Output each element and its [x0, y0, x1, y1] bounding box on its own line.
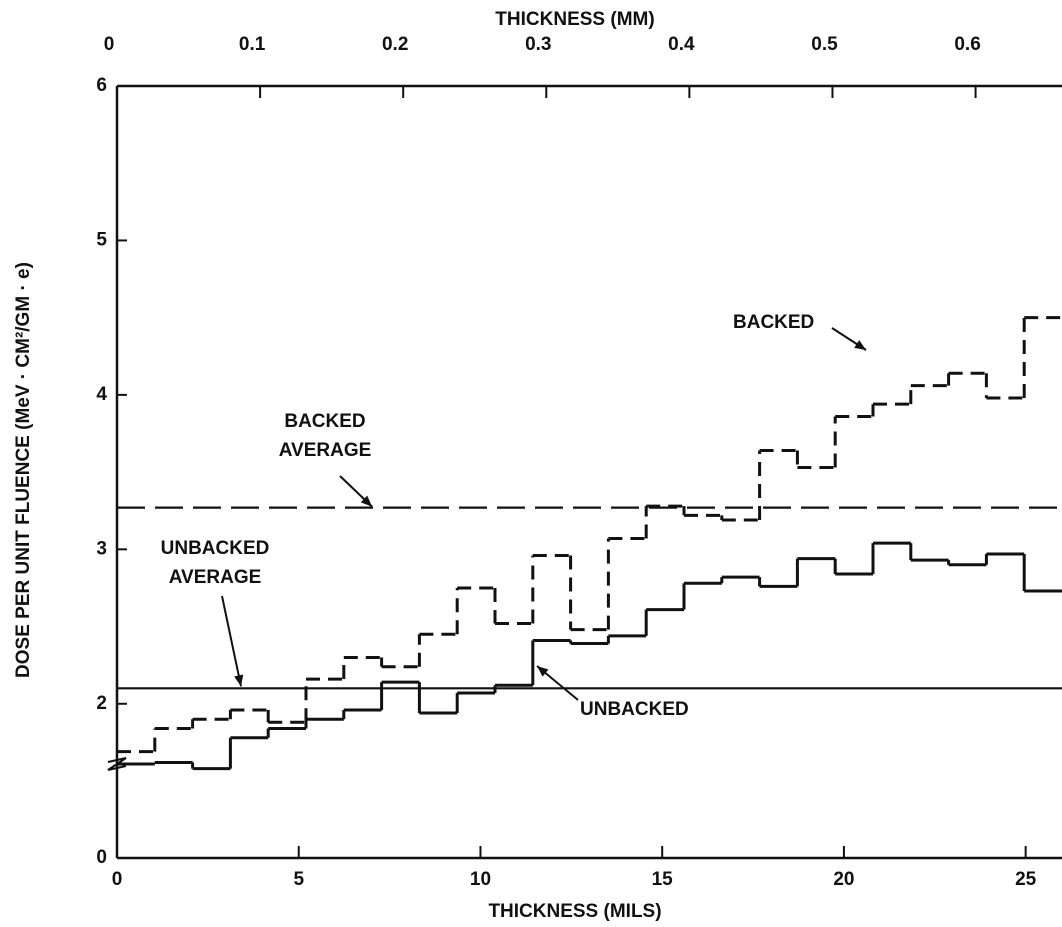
x-tick-label: 0	[112, 869, 123, 890]
arrow-head	[234, 674, 244, 687]
x-tick-label: 20	[833, 869, 854, 890]
series-label: UNBACKED	[580, 699, 689, 720]
x2-tick-label: 0.1	[239, 34, 266, 55]
x-tick-label: 5	[293, 869, 304, 890]
average-label: AVERAGE	[279, 440, 372, 461]
x2-tick-label: 0.3	[525, 34, 551, 55]
x-title: THICKNESS (MILS)	[488, 901, 661, 922]
x2-title: THICKNESS (MM)	[495, 9, 654, 30]
x-tick-label: 25	[1015, 869, 1037, 890]
series-label: BACKED	[733, 312, 814, 333]
average-label: AVERAGE	[169, 567, 262, 588]
x2-tick-label: 0.2	[382, 34, 408, 55]
arrow-head	[854, 340, 866, 350]
y-title: DOSE PER UNIT FLUENCE (MeV · CM²/GM · e)	[13, 262, 34, 678]
y-tick-label: 3	[96, 538, 107, 559]
x2-tick-label: 0.4	[668, 34, 695, 55]
arrow-head	[537, 666, 549, 677]
average-label: BACKED	[284, 411, 365, 432]
arrow	[221, 595, 242, 687]
y-tick-label: 0	[96, 847, 107, 868]
arrow-head	[360, 495, 372, 507]
x2-tick-label: 0.5	[811, 34, 838, 55]
y-tick-label: 5	[96, 229, 107, 250]
x-tick-label: 15	[652, 869, 674, 890]
y-tick-label: 6	[96, 75, 107, 96]
y-tick-label: 4	[96, 384, 107, 405]
x-tick-label: 10	[470, 869, 491, 890]
x2-tick-label: 0.6	[954, 34, 980, 55]
average-label: UNBACKED	[161, 538, 270, 559]
x2-tick-label: 0	[104, 34, 115, 55]
y-tick-label: 2	[96, 693, 107, 714]
